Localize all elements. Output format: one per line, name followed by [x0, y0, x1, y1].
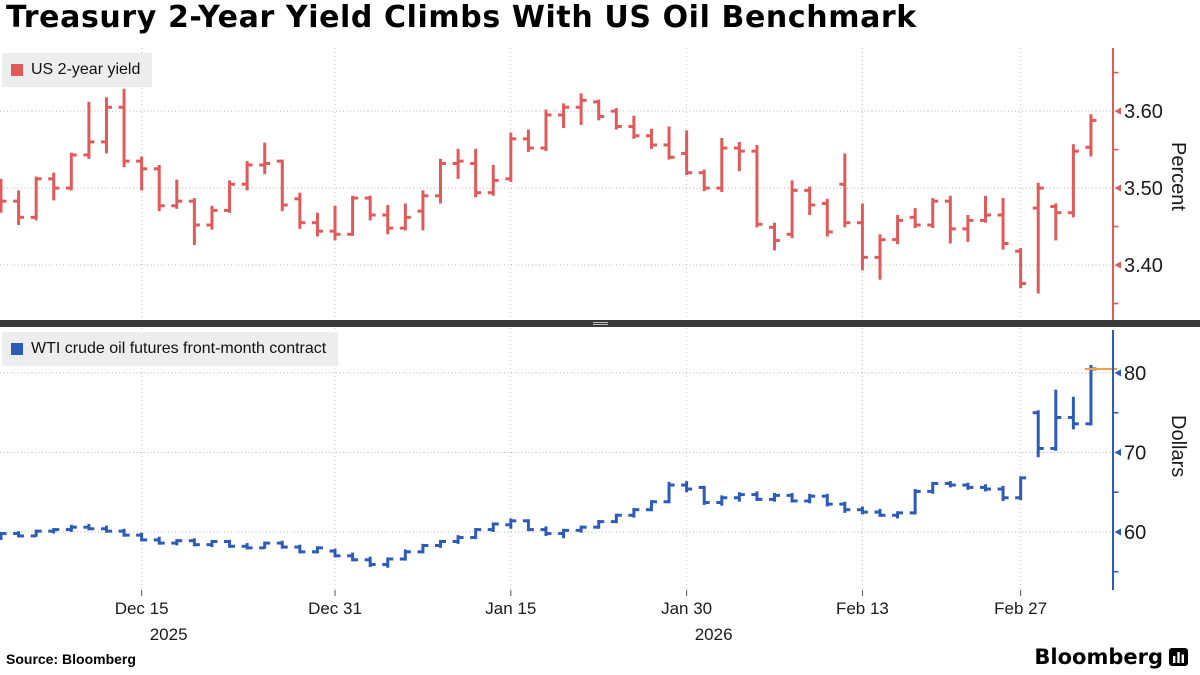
oil-panel-major-tick — [1114, 528, 1121, 536]
yield-panel-major-tick — [1114, 107, 1121, 115]
divider-grip-icon[interactable] — [593, 321, 608, 326]
yield-panel-major-tick — [1114, 261, 1121, 269]
oil-panel-tick-label: 60 — [1124, 522, 1146, 544]
page-title: Treasury 2-Year Yield Climbs With US Oil… — [6, 0, 917, 35]
yield-panel-tick-label: 3.50 — [1124, 178, 1163, 200]
x-tick-label: Jan 30 — [661, 599, 712, 618]
oil-panel-tick-label: 80 — [1124, 363, 1146, 385]
oil-legend: WTI crude oil futures front-month contra… — [2, 332, 339, 366]
x-tick-label: Feb 27 — [994, 599, 1047, 618]
yield-axis-title: Percent — [1167, 142, 1189, 211]
panel-divider[interactable] — [0, 320, 1200, 327]
bloomberg-wordmark: Bloomberg — [1034, 645, 1163, 669]
yield-legend: US 2-year yield — [2, 53, 153, 87]
bloomberg-terminal-icon — [1169, 648, 1188, 666]
oil-panel-tick-label: 70 — [1124, 442, 1146, 464]
x-year-label: 2025 — [150, 625, 188, 644]
x-tick-label: Dec 15 — [115, 599, 169, 618]
x-tick-label: Jan 15 — [485, 599, 536, 618]
yield-legend-label: US 2-year yield — [31, 61, 141, 78]
oil-axis-title: Dollars — [1167, 415, 1189, 478]
yield-panel-major-tick — [1114, 184, 1121, 192]
oil-panel-major-tick — [1114, 448, 1121, 457]
bloomberg-logo: Bloomberg — [1034, 645, 1188, 669]
x-tick-label: Dec 31 — [308, 599, 362, 618]
yield-legend-swatch-icon — [11, 64, 23, 76]
x-year-label: 2026 — [695, 625, 733, 644]
x-tick-label: Feb 13 — [836, 599, 889, 618]
oil-legend-label: WTI crude oil futures front-month contra… — [31, 340, 327, 357]
source-credit: Source: Bloomberg — [6, 651, 136, 667]
oil-legend-swatch-icon — [11, 343, 23, 355]
yield-panel-tick-label: 3.60 — [1124, 101, 1163, 123]
yield-panel-tick-label: 3.40 — [1124, 255, 1163, 277]
oil-panel-major-tick — [1114, 369, 1121, 377]
